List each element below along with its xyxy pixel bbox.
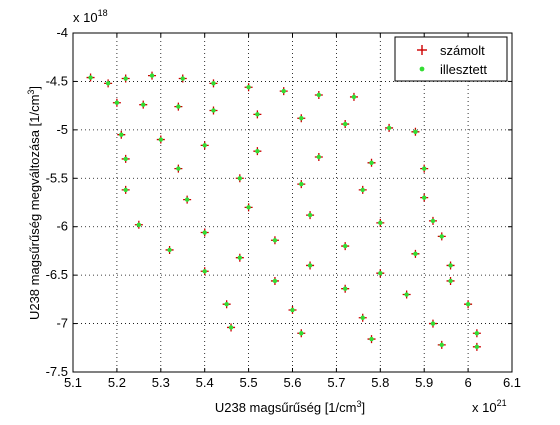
legend: számolt illesztett bbox=[394, 36, 508, 82]
x-axis-label: U238 magsűrűség [1/cm3] bbox=[215, 399, 365, 415]
data-point-dot bbox=[316, 154, 322, 160]
y-axis-label: U238 magsűrűség megváltozása [1/cm3] bbox=[26, 86, 42, 320]
series-2 bbox=[88, 73, 480, 350]
data-point-dot bbox=[123, 156, 128, 162]
legend-marker-plus-icon bbox=[417, 45, 427, 55]
data-point-dot bbox=[448, 263, 453, 268]
data-point-dot bbox=[474, 344, 480, 350]
legend-marker-dot-icon bbox=[419, 66, 425, 72]
data-point-dot bbox=[307, 263, 313, 268]
x-tick-label: 5.6 bbox=[283, 375, 301, 390]
y-tick-label: -5.5 bbox=[46, 170, 68, 185]
x-tick-label: 6 bbox=[464, 375, 471, 390]
data-point-dot bbox=[228, 325, 234, 330]
axis-ticks: 5.1 5.2 5.3 5.4 5.5 5.6 5.7 5.8 5.9 6 6.1 -4 -4.5 -5 -… bbox=[46, 25, 521, 390]
x-tick-label: 5.2 bbox=[108, 375, 126, 390]
y-tick-label: -5 bbox=[56, 122, 68, 137]
data-point-dot bbox=[413, 129, 418, 134]
x-tick-label: 5.3 bbox=[152, 375, 170, 390]
data-points bbox=[86, 71, 481, 351]
data-point-dot bbox=[141, 102, 146, 107]
data-point-dot bbox=[342, 121, 348, 127]
data-point-dot bbox=[202, 143, 207, 148]
data-point-dot bbox=[360, 187, 365, 193]
data-point-dot bbox=[307, 212, 313, 218]
x-tick-label: 5.8 bbox=[371, 375, 389, 390]
x-tick-label: 6.1 bbox=[503, 375, 521, 390]
data-point-dot bbox=[439, 234, 444, 239]
data-point-dot bbox=[299, 181, 304, 187]
data-point-dot bbox=[202, 269, 207, 274]
data-point-dot bbox=[184, 197, 190, 202]
data-point-dot bbox=[237, 176, 243, 181]
x-tick-label: 5.7 bbox=[327, 375, 345, 390]
data-point-dot bbox=[342, 286, 348, 291]
data-point-dot bbox=[119, 132, 124, 137]
y-axis-multiplier: x 1018 bbox=[73, 8, 108, 25]
data-point-dot bbox=[290, 307, 295, 313]
data-point-dot bbox=[202, 230, 207, 235]
data-point-dot bbox=[123, 187, 128, 193]
data-point-dot bbox=[88, 75, 93, 80]
data-point-dot bbox=[224, 302, 229, 307]
data-point-dot bbox=[342, 243, 348, 249]
data-point-dot bbox=[439, 342, 444, 348]
data-point-dot bbox=[369, 160, 374, 165]
y-tick-label: -7 bbox=[56, 316, 68, 331]
x-tick-label: 5.1 bbox=[64, 375, 82, 390]
data-point-dot bbox=[465, 302, 471, 307]
data-point-dot bbox=[272, 238, 278, 243]
x-tick-label: 5.4 bbox=[196, 375, 214, 390]
data-point-dot bbox=[430, 218, 436, 224]
data-point-dot bbox=[105, 81, 111, 86]
y-tick-label: -6.5 bbox=[46, 267, 68, 282]
data-point-dot bbox=[351, 94, 357, 100]
data-point-dot bbox=[167, 247, 172, 253]
y-tick-label: -4.5 bbox=[46, 73, 68, 88]
data-point-dot bbox=[255, 148, 260, 154]
y-tick-label: -7.5 bbox=[46, 364, 68, 379]
data-point-dot bbox=[378, 220, 383, 226]
data-point-dot bbox=[386, 125, 392, 131]
legend-label-illesztett: illesztett bbox=[440, 62, 487, 77]
data-point-dot bbox=[299, 116, 304, 121]
legend-label-szamolt: számolt bbox=[440, 43, 485, 58]
y-tick-label: -6 bbox=[56, 219, 68, 234]
data-point-dot bbox=[176, 166, 181, 171]
data-point-dot bbox=[255, 112, 260, 117]
data-point-dot bbox=[404, 292, 409, 297]
x-axis-multiplier: x 1021 bbox=[472, 398, 507, 415]
data-point-dot bbox=[448, 278, 453, 284]
data-point-dot bbox=[360, 315, 365, 320]
data-point-dot bbox=[136, 222, 142, 227]
data-point-dot bbox=[378, 271, 383, 276]
data-point-dot bbox=[422, 166, 427, 171]
data-point-dot bbox=[369, 336, 374, 342]
data-point-dot bbox=[272, 278, 278, 284]
data-point-dot bbox=[281, 88, 286, 94]
data-point-dot bbox=[246, 85, 251, 90]
data-point-dot bbox=[114, 100, 120, 105]
data-point-dot bbox=[299, 331, 304, 336]
legend-box bbox=[394, 36, 508, 82]
data-point-dot bbox=[176, 104, 181, 109]
y-tick-label: -4 bbox=[56, 25, 68, 40]
data-point-dot bbox=[158, 137, 163, 142]
x-tick-label: 5.5 bbox=[240, 375, 258, 390]
data-point-dot bbox=[422, 195, 427, 200]
data-point-dot bbox=[180, 76, 185, 81]
data-point-dot bbox=[237, 255, 243, 260]
data-point-dot bbox=[430, 321, 436, 326]
data-point-dot bbox=[246, 205, 251, 210]
data-point-dot bbox=[211, 81, 216, 86]
x-tick-label: 5.9 bbox=[415, 375, 433, 390]
data-point-dot bbox=[413, 251, 418, 257]
data-point-dot bbox=[149, 73, 155, 78]
data-point-dot bbox=[474, 331, 480, 336]
data-point-dot bbox=[211, 108, 216, 113]
data-point-dot bbox=[316, 92, 322, 98]
data-point-dot bbox=[123, 76, 128, 81]
